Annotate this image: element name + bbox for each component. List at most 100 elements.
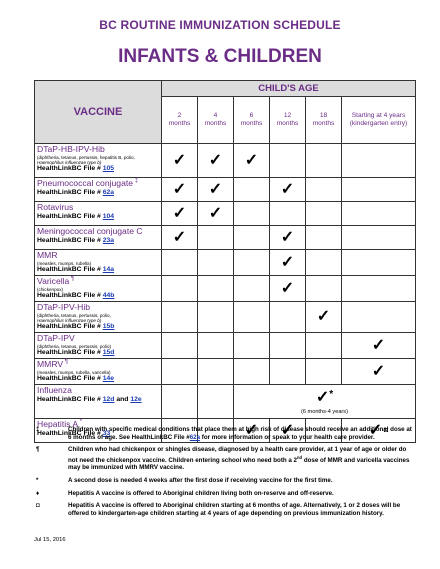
empty-cell xyxy=(161,418,198,444)
page-subtitle: INFANTS & CHILDREN xyxy=(118,46,322,67)
empty-cell xyxy=(197,300,234,334)
footnote: * A second dose is needed 4 weeks after t… xyxy=(34,477,414,485)
empty-cell xyxy=(233,177,270,202)
file-link[interactable]: 12d xyxy=(102,395,115,403)
vaccine-name: DTaP-IPV-Hib xyxy=(37,302,91,312)
empty-cell xyxy=(341,177,416,202)
healthlink-file: HealthLinkBC File # 44b xyxy=(37,291,115,299)
file-link[interactable]: 44b xyxy=(102,291,115,299)
empty-cell xyxy=(161,384,198,420)
vaccine-name: Meningococcal conjugate C xyxy=(37,226,143,236)
vaccine-row: Varicella ¶ (chickenpox) HealthLinkBC File… xyxy=(34,275,416,302)
vaccine-cell: DTaP-IPV-Hib (diphtheria, tetanus, pertus… xyxy=(34,300,162,334)
empty-cell xyxy=(341,249,416,276)
empty-cell xyxy=(341,143,416,178)
file-link[interactable]: 62a xyxy=(189,433,201,441)
footnote-marker: ¶ xyxy=(69,276,75,283)
col-6-months: 6 months xyxy=(233,96,270,144)
empty-cell xyxy=(269,358,306,386)
footnote-text: Children with specific medical condition… xyxy=(68,426,412,441)
empty-cell xyxy=(269,332,306,360)
empty-cell xyxy=(341,201,416,226)
vaccine-cell: Meningococcal conjugate C HealthLinkBC Fi… xyxy=(34,225,162,250)
empty-cell xyxy=(197,358,234,386)
file-link[interactable]: 62a xyxy=(102,188,115,196)
footnote: ◘ Hepatitis A vaccine is offered to Abori… xyxy=(34,502,414,517)
empty-cell xyxy=(305,143,342,178)
vaccine-cell: MMRV ¶ (measles, mumps, rubella, varicell… xyxy=(34,358,162,386)
vaccine-cell: Varicella ¶ (chickenpox) HealthLinkBC File… xyxy=(34,275,162,302)
vaccine-cell: Rotavirus HealthLinkBC File # 104 xyxy=(34,201,162,226)
check-icon: ✓ xyxy=(269,275,306,302)
vaccine-name: Influenza xyxy=(37,385,72,396)
vaccine-description: (diphtheria, tetanus, pertussis, hepatit… xyxy=(37,154,135,165)
empty-cell xyxy=(233,201,270,226)
check-icon: ✓ xyxy=(305,300,342,334)
footnote-symbol: ¶ xyxy=(36,446,40,454)
footnote-marker: ¶ xyxy=(63,359,68,366)
check-icon: ✓ ◘ xyxy=(341,418,416,444)
vaccine-name: MMR xyxy=(37,250,58,260)
col-4-years: Starting at 4 years (kindergarten entry) xyxy=(341,96,416,144)
file-link[interactable]: 104 xyxy=(102,212,115,220)
check-icon: ✓ xyxy=(341,332,416,360)
empty-cell xyxy=(233,249,270,276)
influenza-cell: ✓* (6 months-4 years) xyxy=(233,384,416,420)
footnote-symbol: ‡ xyxy=(36,426,40,433)
vaccine-cell: Hepatitis A * HealthLinkBC File # 33 xyxy=(34,418,162,444)
check-icon: ✓ xyxy=(161,143,198,178)
vaccine-header: VACCINE xyxy=(34,80,162,144)
empty-cell xyxy=(197,332,234,360)
vaccine-row: Influenza HealthLinkBC File # 12d and 12e… xyxy=(34,384,416,420)
vaccine-row: Meningococcal conjugate C HealthLinkBC Fi… xyxy=(34,225,416,250)
healthlink-file: HealthLinkBC File # 14a xyxy=(37,265,115,273)
file-link[interactable]: 33 xyxy=(102,429,111,437)
empty-cell xyxy=(269,143,306,178)
vaccine-description: (chickenpox) xyxy=(37,286,64,292)
empty-cell xyxy=(161,275,198,302)
empty-cell xyxy=(269,300,306,334)
footnotes: ‡ Children with specific medical conditio… xyxy=(34,426,414,522)
vaccine-name: Pneumococcal conjugate ‡ xyxy=(37,178,139,188)
file-link[interactable]: 12e xyxy=(130,395,142,403)
check-icon: ✓ xyxy=(161,201,198,226)
file-link[interactable]: 23a xyxy=(102,236,115,244)
file-link[interactable]: 15d xyxy=(102,349,115,357)
footnote-text: Hepatitis A vaccine is offered to Aborig… xyxy=(68,489,334,497)
childs-age-header: CHILD'S AGE xyxy=(161,80,416,97)
healthlink-file: HealthLinkBC File # 23a xyxy=(37,236,115,244)
check-icon: ✓ xyxy=(315,388,330,406)
file-link[interactable]: 105 xyxy=(102,165,115,173)
empty-cell xyxy=(197,249,234,276)
footnote-symbol: * xyxy=(36,477,39,485)
influenza-age-range: (6 months-4 years) xyxy=(301,408,348,415)
empty-cell xyxy=(161,358,198,386)
healthlink-file: HealthLinkBC File # 14e xyxy=(37,375,115,383)
vaccine-description: (measles, mumps, rubella) xyxy=(37,260,92,266)
vaccine-name: MMRV ¶ xyxy=(37,359,68,370)
footnote: ‡ Children with specific medical conditio… xyxy=(34,426,414,441)
col-4-months: 4 months xyxy=(197,96,234,144)
file-link[interactable]: 14a xyxy=(102,265,115,273)
check-icon: ✓ xyxy=(269,418,306,444)
check-icon: ✓ xyxy=(269,225,306,250)
empty-cell xyxy=(197,275,234,302)
empty-cell xyxy=(197,418,234,444)
check-icon: ✓ xyxy=(161,177,198,202)
footnote-marker: ◘ xyxy=(382,426,389,434)
file-link[interactable]: 15b xyxy=(102,323,115,331)
page-title: BC ROUTINE IMMUNIZATION SCHEDULE xyxy=(99,18,341,32)
vaccine-row: Rotavirus HealthLinkBC File # 104 ✓ ✓ xyxy=(34,201,416,226)
empty-cell xyxy=(305,225,342,250)
vaccine-row: MMR (measles, mumps, rubella) HealthLinkBC… xyxy=(34,249,416,276)
empty-cell xyxy=(161,332,198,360)
vaccine-row: MMRV ¶ (measles, mumps, rubella, varicell… xyxy=(34,358,416,386)
empty-cell xyxy=(305,249,342,276)
empty-cell xyxy=(305,332,342,360)
file-link[interactable]: 14e xyxy=(102,375,115,383)
col-18-months: 18 months xyxy=(305,96,342,144)
vaccine-name: Hepatitis A * xyxy=(37,419,83,430)
check-icon: ✓ xyxy=(197,143,234,178)
footnote-symbol: ♦ xyxy=(36,489,40,497)
vaccine-description: (measles, mumps, rubella, varicella) xyxy=(37,369,111,375)
